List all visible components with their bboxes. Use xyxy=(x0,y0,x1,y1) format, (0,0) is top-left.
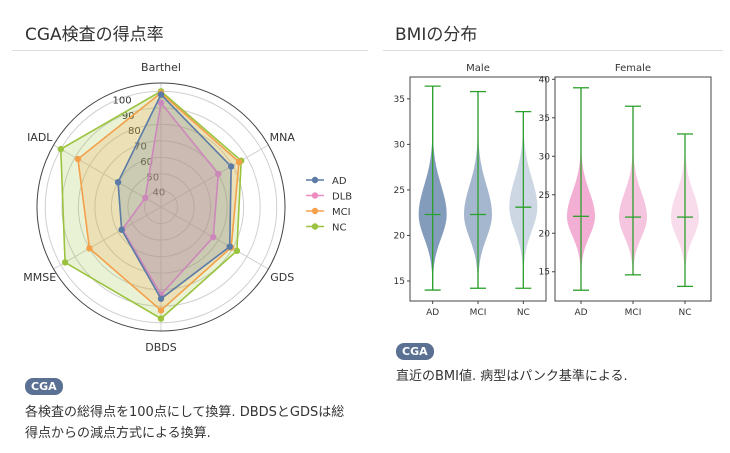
radar-tick-label: 90 xyxy=(122,111,135,122)
radar-point-NC xyxy=(233,247,241,255)
radar-point-MCI xyxy=(235,158,243,166)
legend-label: AD xyxy=(332,176,347,187)
radar-tick-label: 100 xyxy=(113,96,132,107)
y-tick-label: 20 xyxy=(539,229,551,239)
radar-panel-title: CGA検査の得点率 xyxy=(25,25,164,45)
x-tick-label: MCI xyxy=(470,308,487,318)
radar-point-AD xyxy=(226,243,233,250)
y-tick-label: 15 xyxy=(539,268,550,278)
radar-point-NC xyxy=(57,145,64,153)
radar-axis-label: MMSE xyxy=(23,271,56,284)
radar-point-DLB xyxy=(157,99,165,107)
legend-label: MCI xyxy=(332,207,351,218)
cga-badge: CGA xyxy=(396,343,434,360)
divider xyxy=(12,50,368,51)
radar-point-AD xyxy=(227,163,235,170)
y-tick-label: 30 xyxy=(539,152,551,162)
radar-point-NC xyxy=(157,315,165,322)
radar-axis-label: DBDS xyxy=(145,341,176,354)
bmi-panel-title: BMIの分布 xyxy=(395,25,478,45)
radar-spoke xyxy=(53,206,162,270)
x-tick-label: NC xyxy=(678,308,691,318)
divider xyxy=(383,50,723,51)
radar-point-NC xyxy=(61,259,69,266)
legend-label: NC xyxy=(332,223,346,234)
legend-marker-DLB xyxy=(311,192,319,199)
x-tick-label: AD xyxy=(574,308,587,318)
radar-note-line1: 各検査の総得点を100点にして換算. DBDSとGDSは総 xyxy=(25,405,345,420)
bmi-note: 直近のBMI値. 病型はパンク基準による. xyxy=(396,369,628,384)
y-tick-label: 40 xyxy=(539,75,551,85)
radar-point-DLB xyxy=(142,194,149,202)
radar-tick-label: 50 xyxy=(146,172,159,183)
x-tick-label: MCI xyxy=(625,308,642,318)
violin-panel-title: Female xyxy=(615,63,651,74)
y-tick-label: 30 xyxy=(394,140,406,150)
radar-tick-label: 60 xyxy=(140,157,153,168)
radar-axis-label: IADL xyxy=(27,131,53,144)
y-tick-label: 35 xyxy=(539,114,550,124)
radar-point-MCI xyxy=(157,307,165,314)
radar-note: 各検査の総得点を100点にして換算. DBDSとGDSは総 得点からの減点方式に… xyxy=(25,402,344,444)
violin-panel-title: Male xyxy=(466,63,490,74)
x-tick-label: AD xyxy=(426,308,439,318)
radar-point-MCI xyxy=(74,155,82,163)
radar-point-AD xyxy=(118,226,125,233)
radar-tick-label: 40 xyxy=(153,188,166,199)
y-tick-label: 25 xyxy=(539,191,550,201)
radar-note-line2: 得点からの減点方式による換算. xyxy=(25,426,211,441)
radar-tick-label: 70 xyxy=(134,142,147,153)
radar-point-AD xyxy=(157,91,165,98)
radar-axis-label: MNA xyxy=(270,131,296,144)
radar-point-AD xyxy=(114,179,122,186)
radar-point-AD xyxy=(157,295,165,302)
x-tick-label: NC xyxy=(517,308,530,318)
y-tick-label: 15 xyxy=(394,277,405,287)
radar-tick-label: 80 xyxy=(128,126,141,137)
cga-badge: CGA xyxy=(25,378,63,395)
y-tick-label: 35 xyxy=(394,95,405,105)
radar-point-DLB xyxy=(210,233,217,241)
radar-axis-label: GDS xyxy=(270,271,294,284)
legend-marker-NC xyxy=(311,223,319,230)
legend-label: DLB xyxy=(332,192,352,203)
radar-point-MCI xyxy=(86,245,93,252)
y-tick-label: 20 xyxy=(394,231,406,241)
radar-axis-label: Barthel xyxy=(141,61,181,74)
radar-outer-ring xyxy=(36,82,286,332)
radar-spoke xyxy=(160,144,269,208)
legend-marker-MCI xyxy=(311,207,319,215)
y-tick-label: 25 xyxy=(394,186,405,196)
legend-marker-AD xyxy=(311,176,319,184)
radar-point-DLB xyxy=(215,170,222,178)
